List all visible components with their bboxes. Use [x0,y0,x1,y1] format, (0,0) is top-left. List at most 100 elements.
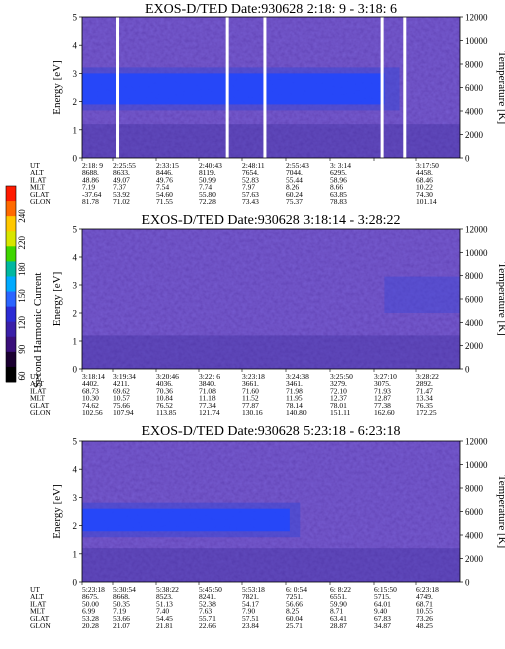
y-tick-label: 3 [73,69,78,79]
colorbar-swatch [6,351,16,368]
table-cell: 68.46 [416,175,433,184]
y2-tick-label: 6000 [465,507,484,517]
colorbar: 240 220 180 150 120 90 60 Second Harmonic Curr… [5,185,44,388]
table-cell: 77.34 [199,401,216,410]
table-cell: 7.19 [82,183,95,192]
y-axis-label: Energy [eV] [51,272,63,326]
table-cell: 8.71 [330,607,343,616]
colorbar-swatch [6,366,16,383]
table-cell: 5:53:18 [242,585,265,594]
table-cell: 71.02 [113,197,130,206]
table-cell: 5:30:54 [113,585,136,594]
y2-tick-label: 8000 [465,271,484,281]
table-cell: 7.90 [242,607,255,616]
table-cell: 78.14 [286,401,303,410]
y-tick-label: 5 [73,225,78,235]
chart-panel: EXOS-D/TED Date:930628 2:18: 9 - 3:18: 6… [30,2,505,206]
colorbar-tick-label: 240 [17,209,27,223]
table-cell: 3:24:38 [286,372,309,381]
table-cell: 3:20:46 [156,372,179,381]
table-cell: 71.08 [199,386,216,395]
table-cell: 63.41 [330,614,347,623]
table-cell: 12.87 [374,394,391,403]
table-cell: 9.40 [374,607,387,616]
colorbar-tick-label: 90 [17,344,27,354]
data-gap [116,17,120,158]
table-row-label: ALT [30,168,44,177]
data-gap [380,17,384,158]
table-cell: 49.07 [113,175,130,184]
table-cell: 3661. [242,379,259,388]
table-cell: 13.34 [416,394,433,403]
table-cell: 3461. [286,379,303,388]
table-cell: 55.80 [199,190,216,199]
table-cell: 25.71 [286,621,303,630]
table-cell: 53.28 [82,614,99,623]
colorbar-swatch [6,321,16,338]
table-cell: 22.66 [199,621,216,630]
y-tick-label: 5 [73,437,78,447]
table-cell: 6551. [330,592,347,601]
table-cell: 3:22: 6 [199,372,220,381]
table-cell: 3:23:18 [242,372,265,381]
table-cell: 7821. [242,592,259,601]
table-cell: 3:18:14 [82,372,105,381]
energy-band [82,508,290,532]
table-cell: 130.16 [242,408,263,417]
y-axis-label: Energy [eV] [51,484,63,538]
table-cell: 54.45 [156,614,173,623]
table-cell: 5:45:50 [199,585,222,594]
table-cell: 59.90 [330,599,347,608]
colorbar-swatch [6,246,16,262]
table-cell: 55.44 [286,175,303,184]
chart-title: EXOS-D/TED Date:930628 3:18:14 - 3:28:22 [142,213,401,228]
y-tick-label: 5 [73,13,78,23]
table-cell: 67.83 [374,614,391,623]
table-cell: 121.74 [199,408,220,417]
y2-tick-label: 6000 [465,83,484,93]
data-gap [403,17,407,158]
table-cell: 2:40:43 [199,161,222,170]
y2-tick-label: 10000 [465,36,488,46]
energy-band [82,73,385,105]
table-cell: 3075. [374,379,391,388]
table-cell: 54.17 [242,599,259,608]
table-cell: 75.66 [113,401,130,410]
y-tick-label: 0 [73,578,78,588]
table-cell: 151.11 [330,408,351,417]
table-cell: 78.01 [330,401,347,410]
table-cell: 3840. [199,379,216,388]
table-cell: 76.52 [156,401,173,410]
table-cell: -37.64 [82,190,102,199]
table-cell: 57.51 [242,614,259,623]
y2-tick-label: 0 [465,365,470,375]
y-tick-label: 4 [73,465,78,475]
table-cell: 6:23:18 [416,585,439,594]
table-cell: 2:55:43 [286,161,309,170]
table-cell: 3:17:50 [416,161,439,170]
table-cell: 48.86 [82,175,99,184]
y2-tick-label: 12000 [465,225,488,235]
colorbar-tick-label: 150 [17,289,27,303]
table-cell: 8.66 [330,183,343,192]
orbit-table: UT 3:18:14 3:19:34 3:20:46 3:22: 6 3:23:18 3:2… [30,372,439,417]
y-tick-label: 3 [73,281,78,291]
table-cell: 78.83 [330,197,347,206]
table-cell: 3279. [330,379,347,388]
table-cell: 81.78 [82,197,99,206]
table-cell: 5:38:22 [156,585,179,594]
table-cell: 60.24 [286,190,303,199]
table-cell: 113.85 [156,408,177,417]
orbit-table: UT 2:18: 9 2:25:55 2:33:15 2:40:43 2:48:11 2:5… [30,161,439,206]
table-cell: 5715. [374,592,391,601]
colorbar-ticks: 240 220 180 150 120 90 60 [17,209,27,381]
y2-tick-label: 8000 [465,60,484,70]
table-row-label: GLON [30,621,51,630]
table-cell: 72.28 [199,197,216,206]
chart-panel: EXOS-D/TED Date:930628 5:23:18 - 6:23:18… [30,424,505,630]
table-cell: 2:48:11 [242,161,265,170]
table-cell: 10.57 [113,394,130,403]
table-cell: 3:27:10 [374,372,397,381]
table-cell: 4036. [156,379,173,388]
y2-tick-label: 2000 [465,130,484,140]
